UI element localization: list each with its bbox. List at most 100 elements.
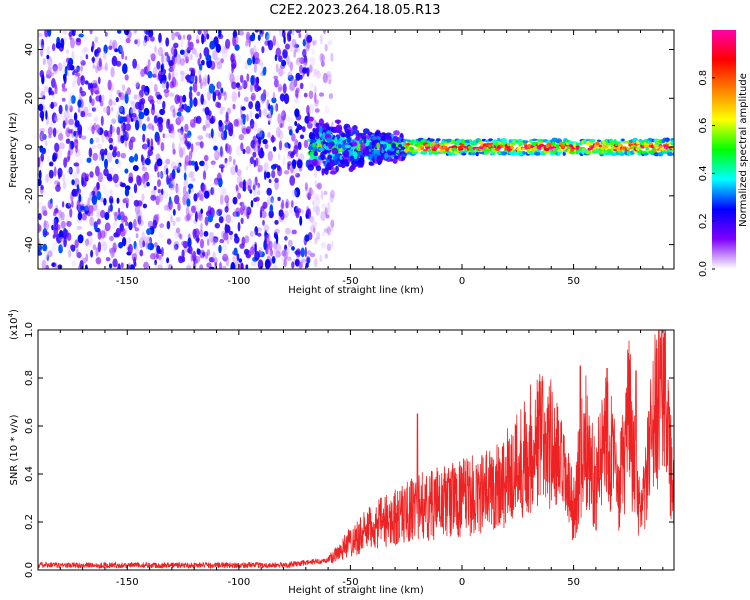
y-tick-label: -20 bbox=[24, 188, 35, 204]
spectrogram-cell bbox=[367, 131, 373, 136]
spectrogram-cell bbox=[282, 83, 287, 94]
spectrogram-cell bbox=[301, 126, 306, 133]
spectrogram-cell bbox=[115, 158, 119, 165]
spectrogram-cell bbox=[48, 169, 54, 179]
spectrogram-cell bbox=[193, 145, 199, 152]
spectrogram-cell bbox=[335, 128, 341, 134]
spectrogram-cell bbox=[233, 158, 236, 166]
spectrogram-cell bbox=[343, 149, 350, 158]
spectrogram-cell bbox=[78, 33, 84, 38]
spectrogram-cell bbox=[181, 249, 185, 258]
spectrogram-cell bbox=[282, 155, 286, 166]
spectrogram-cell bbox=[206, 123, 210, 129]
spectrogram-cell bbox=[121, 214, 125, 224]
spectrogram-cell bbox=[175, 216, 181, 222]
spectrogram-cell bbox=[171, 243, 178, 252]
spectrogram-cell bbox=[257, 145, 261, 156]
spectrogram-cell bbox=[61, 97, 66, 102]
spectrogram-cell bbox=[115, 227, 121, 237]
spectrogram-cell bbox=[172, 142, 175, 151]
spectrogram-cell bbox=[81, 110, 86, 118]
spectrogram-cell bbox=[60, 220, 66, 229]
spectrogram-cell bbox=[126, 131, 130, 138]
spectrogram-cell bbox=[664, 137, 670, 143]
spectrogram-cell bbox=[266, 199, 270, 206]
spectrogram-cell bbox=[250, 200, 254, 208]
spectrogram-cell bbox=[300, 209, 305, 215]
spectrogram-cell bbox=[143, 236, 150, 242]
spectrogram-cell bbox=[238, 30, 245, 36]
spectrogram-cell bbox=[141, 102, 145, 112]
spectrogram-cell bbox=[143, 261, 149, 269]
spectrogram-cell bbox=[255, 157, 259, 167]
spectrogram-cell bbox=[203, 160, 209, 172]
spectrogram-cell bbox=[114, 183, 119, 188]
spectrogram-cell bbox=[160, 64, 164, 73]
spectrogram-cell bbox=[98, 57, 102, 68]
spectrogram-cell bbox=[265, 243, 269, 255]
spectrogram-cell bbox=[295, 30, 302, 34]
spectrogram-cell bbox=[286, 55, 290, 65]
spectrogram-cell bbox=[144, 174, 150, 181]
spectrogram-cell bbox=[334, 119, 342, 124]
spectrogram-cell bbox=[128, 139, 134, 151]
spectrogram-cell bbox=[298, 261, 302, 269]
spectrogram-cell bbox=[185, 191, 189, 201]
spectrogram-cell bbox=[84, 264, 88, 269]
spectrogram-cell bbox=[146, 228, 152, 236]
spectrogram-cell bbox=[196, 91, 201, 97]
spectrogram-cell bbox=[253, 159, 257, 168]
spectrogram-cell bbox=[218, 164, 225, 169]
spectrogram-cell bbox=[310, 216, 314, 224]
spectrogram-cell bbox=[341, 143, 347, 150]
spectrogram-cell bbox=[91, 145, 97, 150]
spectrogram-cell bbox=[150, 252, 156, 260]
spectrogram-cell bbox=[81, 212, 88, 221]
spectrogram-cell bbox=[291, 189, 297, 198]
spectrogram-cell bbox=[179, 132, 184, 142]
spectrogram-cell bbox=[85, 54, 89, 60]
spectrogram-cell bbox=[132, 165, 139, 172]
spectrogram-cell bbox=[104, 62, 108, 72]
spectrogram-cell bbox=[95, 247, 99, 257]
spectrogram-cell bbox=[105, 257, 111, 262]
spectrogram-cell bbox=[129, 100, 135, 105]
spectrogram-cell bbox=[211, 115, 214, 124]
spectrogram-cell bbox=[60, 112, 67, 120]
spectrogram-cell bbox=[172, 220, 176, 227]
spectrogram-cell bbox=[76, 199, 81, 210]
spectrogram-cell bbox=[268, 251, 274, 260]
spectrogram-cell bbox=[122, 84, 126, 92]
spectrogram-cell bbox=[291, 38, 297, 48]
spectrogram-cell bbox=[325, 214, 330, 219]
spectrogram-cell bbox=[312, 158, 318, 167]
spectrogram-cell bbox=[87, 197, 91, 208]
spectrogram-cell bbox=[217, 130, 224, 138]
spectrogram-cell bbox=[240, 142, 244, 152]
spectrogram-cell bbox=[54, 142, 60, 153]
spectrogram-cell bbox=[195, 115, 202, 124]
spectrogram-cell bbox=[247, 178, 252, 188]
spectrogram-cell bbox=[168, 60, 174, 67]
spectrogram-cell bbox=[156, 94, 163, 100]
spectrogram-cell bbox=[268, 178, 272, 184]
spectrogram-cell bbox=[270, 196, 275, 204]
y-tick-label: 0.0 bbox=[24, 562, 35, 578]
spectrogram-cell bbox=[154, 45, 157, 53]
spectrogram-cell bbox=[108, 137, 114, 144]
spectrogram-cell bbox=[322, 160, 326, 164]
spectrogram-cell bbox=[155, 213, 160, 221]
spectrogram-cell bbox=[231, 63, 237, 69]
spectrogram-cell bbox=[321, 168, 325, 176]
spectrogram-cell bbox=[146, 137, 150, 144]
spectrogram-cell bbox=[221, 48, 228, 59]
x-tick-label: -100 bbox=[227, 276, 250, 287]
spectrogram-cell bbox=[299, 64, 303, 74]
spectrogram-cell bbox=[50, 198, 53, 204]
spectrogram-cell bbox=[289, 81, 296, 92]
spectrogram-cell bbox=[250, 139, 256, 149]
spectrogram-cell bbox=[108, 98, 113, 106]
spectrogram-cell bbox=[330, 52, 334, 62]
spectrogram-cell bbox=[250, 92, 256, 101]
spectrogram-cell bbox=[257, 34, 261, 41]
